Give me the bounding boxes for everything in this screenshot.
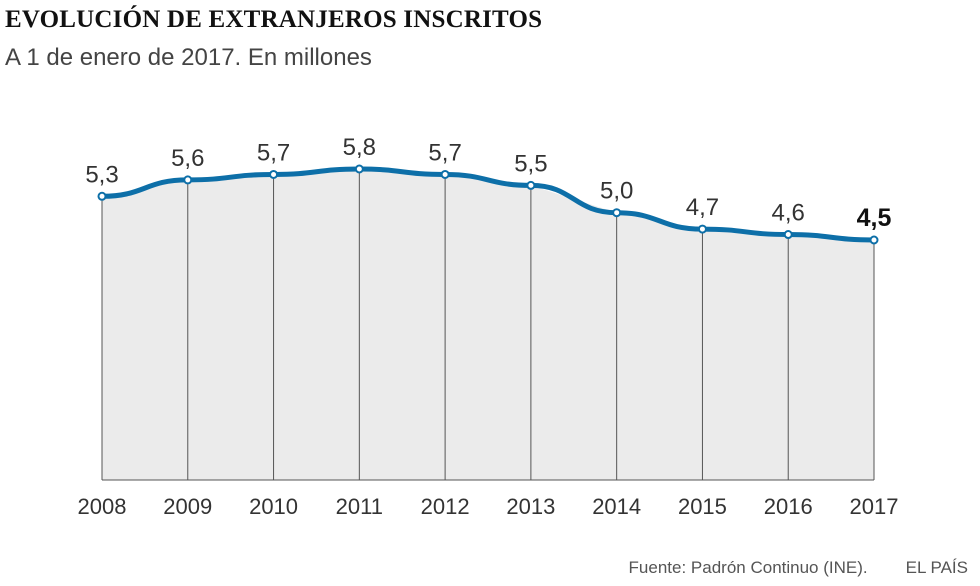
data-label: 5,7 bbox=[428, 139, 461, 166]
data-point bbox=[354, 164, 364, 174]
data-points bbox=[97, 164, 879, 245]
data-point bbox=[269, 169, 279, 179]
brand-logo: EL PAÍS bbox=[905, 558, 968, 577]
data-label: 5,3 bbox=[85, 161, 118, 188]
x-tick-label: 2011 bbox=[336, 494, 383, 519]
x-tick-label: 2016 bbox=[764, 494, 813, 519]
x-tick-label: 2010 bbox=[249, 494, 298, 519]
x-tick-labels: 2008 2009 2010 2011 2012 2013 2014 2015 2016 2017 bbox=[78, 494, 899, 519]
data-label: 5,8 bbox=[343, 134, 376, 161]
data-point bbox=[697, 224, 707, 234]
chart-subtitle: A 1 de enero de 2017. En millones bbox=[5, 44, 372, 71]
data-label: 5,0 bbox=[600, 178, 633, 205]
x-tick-label: 2015 bbox=[678, 494, 727, 519]
x-tick-label: 2013 bbox=[506, 494, 555, 519]
data-point bbox=[869, 235, 879, 245]
data-label: 4,7 bbox=[686, 194, 719, 221]
data-label: 4,5 bbox=[857, 204, 892, 232]
data-label: 5,5 bbox=[514, 150, 547, 177]
data-point bbox=[612, 208, 622, 218]
grid-lines bbox=[101, 169, 875, 480]
data-point bbox=[97, 191, 107, 201]
footer: Fuente: Padrón Continuo (INE). EL PAÍS bbox=[629, 558, 968, 578]
data-point bbox=[440, 169, 450, 179]
data-labels: 5,3 5,6 5,7 5,8 5,7 5,5 5,0 4,7 4,6 4,5 bbox=[85, 134, 891, 232]
x-tick-label: 2017 bbox=[850, 494, 899, 519]
chart-title: EVOLUCIÓN DE EXTRANJEROS INSCRITOS bbox=[5, 6, 543, 33]
area-fill bbox=[102, 169, 874, 480]
data-label: 5,6 bbox=[171, 145, 204, 172]
data-label: 4,6 bbox=[772, 200, 805, 227]
data-point bbox=[783, 230, 793, 240]
x-tick-label: 2014 bbox=[592, 494, 641, 519]
x-tick-label: 2009 bbox=[163, 494, 212, 519]
x-tick-label: 2008 bbox=[78, 494, 127, 519]
x-tick-label: 2012 bbox=[421, 494, 470, 519]
data-point bbox=[526, 180, 536, 190]
data-label: 5,7 bbox=[257, 139, 290, 166]
series-line bbox=[99, 166, 877, 243]
data-point bbox=[183, 175, 193, 185]
source-note: Fuente: Padrón Continuo (INE). bbox=[628, 558, 868, 577]
